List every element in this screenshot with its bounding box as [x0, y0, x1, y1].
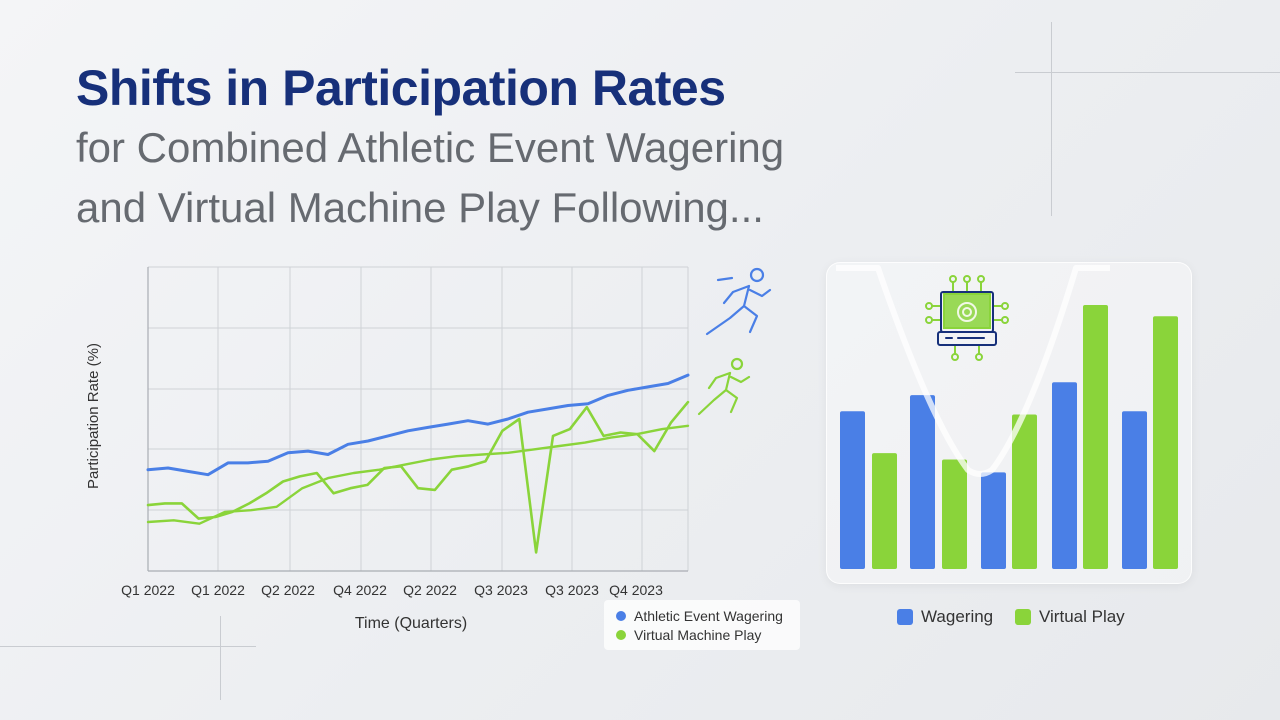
decor-line-v-top — [1051, 22, 1052, 216]
bar-legend-swatch-blue — [897, 609, 913, 625]
series-line-3 — [146, 424, 690, 525]
glass-v-overlay — [836, 265, 1110, 477]
legend-label: Virtual Machine Play — [634, 627, 762, 643]
legend-label: Athletic Event Wagering — [634, 608, 783, 624]
subtitle-line-1: for Combined Athletic Event Wagering — [76, 124, 785, 171]
bar-legend-label: Wagering — [921, 607, 994, 626]
x-tick-label: Q1 2022 — [121, 582, 175, 598]
bar-8 — [1083, 304, 1108, 569]
x-tick-label: Q4 2022 — [333, 582, 387, 598]
x-tick-label: Q3 2023 — [474, 582, 528, 598]
line-chart-grid — [147, 266, 689, 572]
page-title: Shifts in Participation Rates — [76, 60, 726, 116]
bar-5 — [981, 472, 1006, 569]
slot-machine-chip-icon — [925, 275, 1009, 361]
page-subtitle: for Combined Athletic Event Wagering and… — [76, 118, 976, 238]
y-axis-label: Participation Rate (%) — [85, 343, 102, 489]
bar-legend-item-wagering: Wagering — [897, 607, 993, 627]
title-block: Shifts in Participation Rates for Combin… — [76, 58, 976, 238]
bar-legend-label: Virtual Play — [1039, 607, 1125, 626]
x-tick-label: Q1 2022 — [191, 582, 245, 598]
bar-10 — [1153, 316, 1178, 569]
bar-1 — [840, 411, 865, 569]
decor-line-h-bottom — [0, 646, 256, 647]
bar-legend-item-virtual-play: Virtual Play — [1015, 607, 1125, 627]
runner-green-icon — [697, 357, 751, 416]
bar-6 — [1012, 414, 1037, 569]
x-tick-label: Q2 2022 — [403, 582, 457, 598]
bar-9 — [1122, 411, 1147, 569]
decor-line-h-top — [1015, 72, 1280, 73]
decor-line-v-bottom — [220, 616, 221, 700]
bar-3 — [910, 395, 935, 569]
series-line-2 — [146, 400, 690, 554]
x-axis-label: Time (Quarters) — [355, 615, 467, 632]
legend-item-virtual-machine-play: Virtual Machine Play — [616, 627, 761, 643]
bar-7 — [1052, 382, 1077, 569]
subtitle-line-2: and Virtual Machine Play Following... — [76, 184, 764, 231]
bar-2 — [872, 453, 897, 569]
bars-group — [840, 304, 1178, 569]
x-tick-label: Q2 2022 — [261, 582, 315, 598]
runner-blue-icon — [705, 267, 772, 336]
x-tick-label: Q3 2023 — [545, 582, 599, 598]
bar-legend-swatch-green — [1015, 609, 1031, 625]
legend-swatch-blue — [616, 611, 626, 621]
line-chart-legend: Athletic Event Wagering Virtual Machine … — [604, 600, 800, 650]
legend-swatch-green — [616, 630, 626, 640]
bar-4 — [942, 459, 967, 569]
x-tick-label: Q4 2023 — [609, 582, 663, 598]
legend-item-athletic-wagering: Athletic Event Wagering — [616, 608, 783, 624]
series-line-1 — [146, 373, 690, 477]
